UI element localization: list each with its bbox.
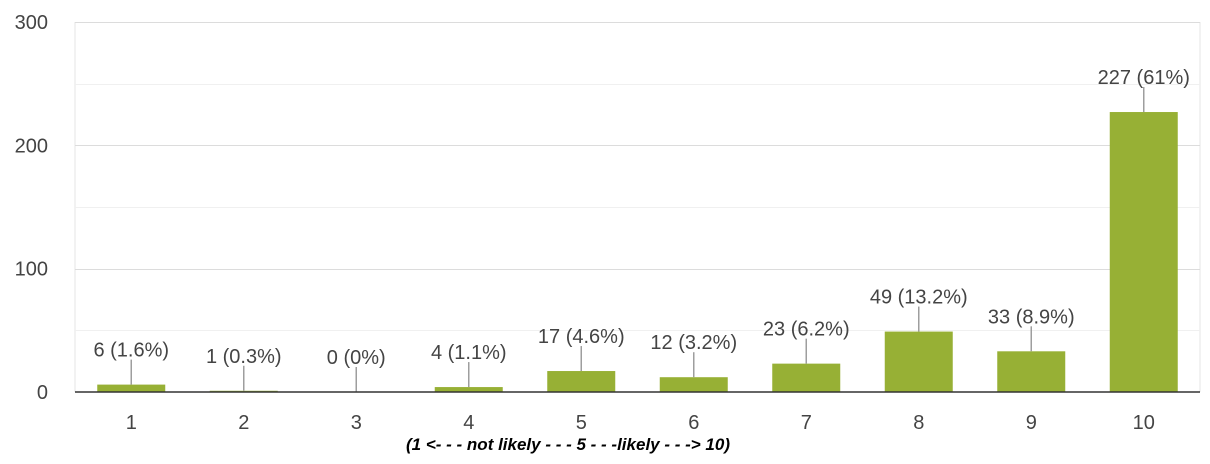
data-label: 6 (1.6%) bbox=[93, 340, 169, 362]
x-tick-label: 2 bbox=[238, 412, 249, 434]
x-tick-label: 7 bbox=[801, 412, 812, 434]
bar bbox=[997, 351, 1066, 392]
y-tick-label: 0 bbox=[37, 382, 48, 404]
bar bbox=[884, 331, 953, 392]
bar bbox=[547, 371, 616, 392]
bar bbox=[97, 384, 166, 392]
y-tick-label: 300 bbox=[15, 12, 48, 34]
x-tick-label: 8 bbox=[913, 412, 924, 434]
x-tick-label: 10 bbox=[1133, 412, 1155, 434]
data-label: 0 (0%) bbox=[327, 347, 386, 369]
axis-layer: 0 100 200 300 1 2 3 4 5 6 7 8 9 10 bbox=[15, 12, 1200, 434]
bar bbox=[1109, 112, 1178, 393]
data-label: 49 (13.2%) bbox=[870, 287, 968, 309]
data-label: 12 (3.2%) bbox=[650, 332, 737, 354]
data-label: 33 (8.9%) bbox=[988, 306, 1075, 328]
x-tick-label: 4 bbox=[463, 412, 474, 434]
data-label: 17 (4.6%) bbox=[538, 326, 625, 348]
y-tick-label: 100 bbox=[15, 259, 48, 281]
data-label: 23 (6.2%) bbox=[763, 319, 850, 341]
data-label: 4 (1.1%) bbox=[431, 342, 507, 364]
x-tick-label: 9 bbox=[1026, 412, 1037, 434]
data-label: 227 (61%) bbox=[1098, 67, 1190, 89]
x-tick-label: 6 bbox=[688, 412, 699, 434]
bar bbox=[659, 377, 728, 392]
bar bbox=[772, 363, 841, 392]
x-tick-label: 1 bbox=[126, 412, 137, 434]
x-tick-label: 5 bbox=[576, 412, 587, 434]
x-axis-title: (1 <- - - not likely - - - 5 - - -likely… bbox=[0, 435, 1210, 455]
x-tick-label: 3 bbox=[351, 412, 362, 434]
x-axis-title-text: (1 <- - - not likely - - - 5 - - -likely… bbox=[406, 435, 730, 454]
bar bbox=[434, 387, 503, 392]
y-tick-label: 200 bbox=[15, 135, 48, 157]
labels-layer: 6 (1.6%) 1 (0.3%) 0 (0%) 4 (1.1%) 17 (4.6%) 1… bbox=[93, 67, 1190, 392]
grid-layer bbox=[74, 22, 1201, 392]
data-label: 1 (0.3%) bbox=[206, 346, 282, 368]
bars-layer bbox=[97, 112, 1178, 393]
